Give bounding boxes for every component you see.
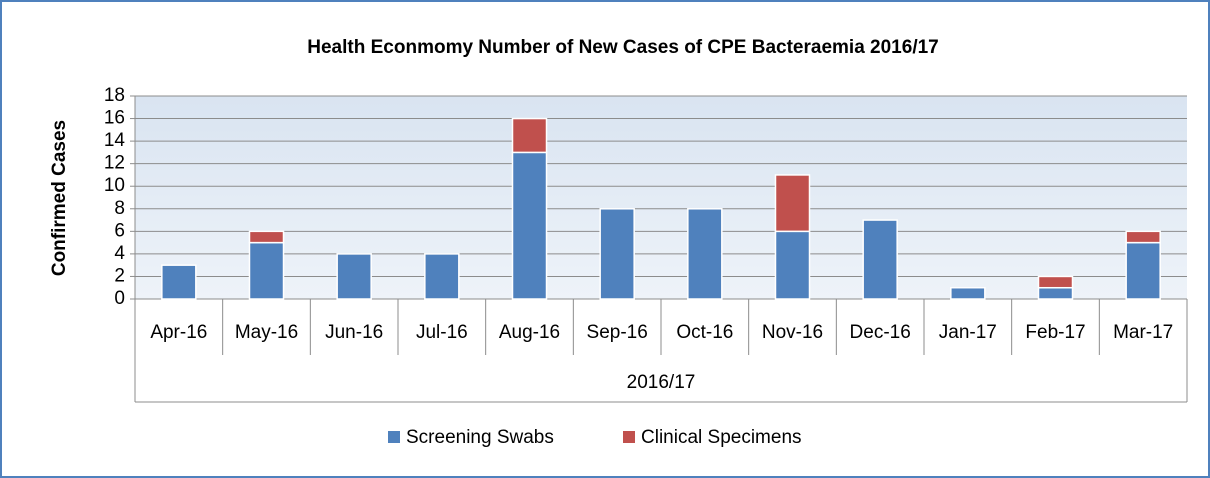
plot-area — [135, 96, 1187, 299]
bar-segment — [161, 264, 197, 300]
x-tick-label: May-16 — [235, 322, 298, 343]
bar-segment — [950, 286, 986, 300]
bar-segment — [248, 230, 285, 244]
legend-swatch — [623, 431, 635, 443]
bar-segment — [424, 253, 460, 300]
y-tick-label: 10 — [104, 175, 125, 196]
y-tick-label: 4 — [114, 243, 125, 264]
y-tick-label: 16 — [104, 108, 125, 129]
x-tick-label: Dec-16 — [850, 322, 911, 343]
bar-segment — [511, 151, 548, 300]
y-axis-label: Confirmed Cases — [49, 120, 70, 276]
x-tick-label: Mar-17 — [1113, 322, 1173, 343]
x-tick-label: Jul-16 — [416, 322, 468, 343]
y-tick-label: 18 — [104, 85, 125, 106]
bar-segment — [1125, 241, 1161, 300]
legend-label: Clinical Specimens — [641, 427, 802, 448]
x-tick-label: Feb-17 — [1025, 322, 1085, 343]
bar-segment — [1125, 230, 1161, 244]
legend-swatch — [388, 431, 400, 443]
chart-title: Health Econmomy Number of New Cases of C… — [307, 37, 938, 58]
bar-segment — [774, 174, 811, 233]
y-tick-label: 14 — [104, 130, 126, 151]
bar-segment — [511, 117, 548, 154]
bar-segment — [862, 219, 898, 300]
bar-segment — [248, 241, 285, 300]
bar-segment — [774, 230, 811, 300]
bar-segment — [336, 253, 372, 300]
x-tick-label: Apr-16 — [150, 322, 207, 343]
y-tick-label: 12 — [104, 153, 125, 174]
legend-label: Screening Swabs — [406, 427, 554, 448]
y-tick-label: 0 — [114, 288, 125, 309]
bar-segment — [599, 208, 635, 300]
x-tick-label: Nov-16 — [762, 322, 823, 343]
y-tick-label: 6 — [114, 220, 125, 241]
x-axis-label: 2016/17 — [627, 372, 696, 393]
bar-segment — [1037, 275, 1074, 289]
x-tick-label: Jan-17 — [939, 322, 997, 343]
x-tick-label: Jun-16 — [325, 322, 383, 343]
bar-segment — [687, 208, 723, 300]
bar-segment — [1037, 286, 1074, 300]
y-tick-label: 8 — [114, 198, 125, 219]
y-tick-label: 2 — [114, 265, 125, 286]
x-tick-label: Aug-16 — [499, 322, 560, 343]
x-tick-label: Sep-16 — [587, 322, 648, 343]
x-tick-label: Oct-16 — [676, 322, 733, 343]
